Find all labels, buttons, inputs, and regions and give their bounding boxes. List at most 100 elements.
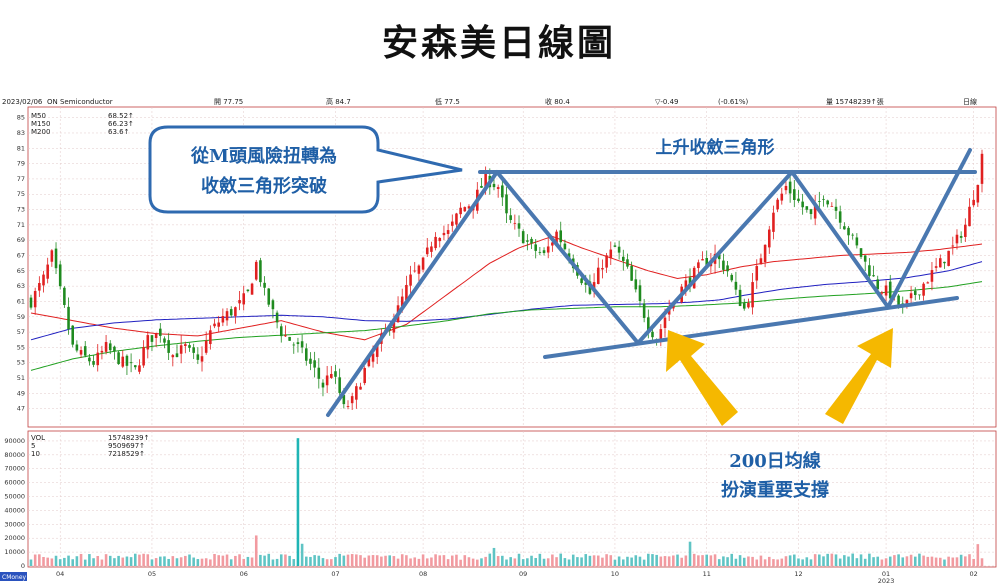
candle-body <box>221 316 225 323</box>
volume-bar <box>496 556 500 566</box>
candle-body <box>838 211 842 223</box>
candle-body <box>722 260 725 270</box>
candle-body <box>400 296 404 307</box>
volume-bar <box>359 555 362 566</box>
candle-body <box>309 358 312 364</box>
volume-tick-label: 70000 <box>4 465 25 473</box>
candle-body <box>555 231 558 246</box>
candle-body <box>626 259 629 267</box>
volume-bar <box>888 556 892 566</box>
volume-bar <box>238 554 241 566</box>
header-high: 高 84.7 <box>326 97 351 106</box>
volume-bar <box>722 556 725 566</box>
volume-bar <box>309 556 312 566</box>
volume-bar <box>317 555 321 566</box>
volume-bar <box>555 557 558 566</box>
volume-bar <box>747 556 750 566</box>
candle-body <box>288 336 291 341</box>
price-tick-label: 85 <box>17 114 25 122</box>
volume-bar <box>968 554 971 566</box>
volume-tick-label: 0 <box>21 562 25 570</box>
volume-bar <box>538 553 542 566</box>
candle-body <box>54 248 58 269</box>
candle-body <box>225 311 229 321</box>
candle-body <box>847 227 850 236</box>
volume-tick-label: 60000 <box>4 479 25 487</box>
header-bar: 2023/02/06 ON Semiconductor 開 77.75 高 84… <box>2 97 977 106</box>
volume-bar <box>192 557 195 566</box>
header-name: ON Semiconductor <box>47 98 113 106</box>
volume-bar <box>526 558 529 566</box>
candle-body <box>171 355 175 358</box>
volume-bar <box>563 558 567 566</box>
candle-body <box>730 274 734 281</box>
ma-legend-value-2: 63.6↑ <box>108 128 129 136</box>
volume-bar <box>580 557 583 566</box>
candle-body <box>196 354 200 360</box>
volume-bar <box>884 558 888 566</box>
candle-body <box>321 382 325 388</box>
candle-body <box>246 289 250 292</box>
volume-layer <box>29 438 984 566</box>
volume-bar <box>63 557 66 566</box>
candle-body <box>142 347 145 366</box>
month-tick-label: 06 <box>240 570 248 578</box>
volume-bar <box>375 555 379 566</box>
volume-bar <box>680 557 683 566</box>
volume-bar <box>647 553 650 566</box>
volume-bar <box>501 555 504 566</box>
volume-tick-label: 80000 <box>4 451 25 459</box>
volume-bar <box>92 558 95 566</box>
candle-body <box>726 265 729 272</box>
candle-body <box>538 251 542 253</box>
volume-bar <box>388 555 391 566</box>
support-arrows <box>666 328 893 426</box>
volume-bar <box>288 555 291 566</box>
candle-body <box>622 256 625 261</box>
candle-body <box>100 350 104 353</box>
volume-bar <box>596 555 600 566</box>
ma-layer <box>30 235 983 371</box>
volume-bar <box>934 557 938 566</box>
volume-bar <box>163 556 166 566</box>
volume-bar <box>859 554 863 566</box>
candle-body <box>909 293 913 299</box>
price-tick-label: 51 <box>17 374 25 382</box>
volume-bar <box>976 544 980 566</box>
candle-body <box>192 347 195 353</box>
volume-bar <box>246 556 250 566</box>
volume-bar <box>321 558 325 566</box>
volume-bar <box>788 555 792 566</box>
header-low: 低 77.5 <box>435 97 460 106</box>
candle-body <box>50 250 54 262</box>
volume-bar <box>605 554 608 566</box>
volume-bar <box>396 558 400 566</box>
volume-bar <box>592 555 596 566</box>
volume-bar <box>980 558 984 566</box>
candle-body <box>964 224 967 237</box>
volume-bar <box>843 555 846 566</box>
volume-bar <box>922 555 925 566</box>
volume-bar <box>939 557 942 566</box>
volume-bar <box>330 559 333 566</box>
candle-body <box>238 300 241 304</box>
header-volume: 量 15748239↑張 <box>826 98 884 106</box>
candle-body <box>88 357 91 362</box>
volume-bar <box>438 555 442 566</box>
candle-body <box>617 246 621 253</box>
callout-bubble: 從M頭風險扭轉為 收斂三角形突破 <box>148 125 463 214</box>
volume-bar <box>655 554 658 566</box>
volume-bar <box>305 556 308 566</box>
header-change: ▽-0.49 <box>655 98 679 106</box>
volume-bar <box>38 554 41 566</box>
page-title: 安森美日線圖 <box>381 22 616 64</box>
candle-body <box>188 345 191 348</box>
volume-bar <box>342 555 346 566</box>
volume-bar <box>384 555 387 566</box>
volume-bar <box>951 557 955 566</box>
month-tick-label: 05 <box>148 570 156 578</box>
candle-body <box>551 242 554 246</box>
candle-body <box>884 285 888 296</box>
candle-body <box>913 290 917 296</box>
price-tick-label: 67 <box>17 252 25 260</box>
